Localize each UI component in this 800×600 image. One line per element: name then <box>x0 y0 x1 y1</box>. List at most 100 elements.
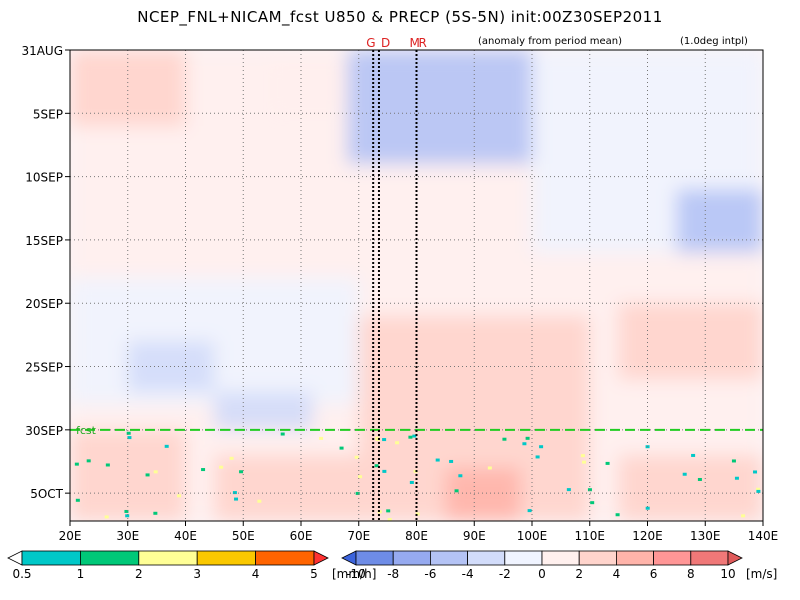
precip-cell <box>257 499 262 503</box>
precip-cell <box>201 468 206 472</box>
u850-legend-label: 0 <box>538 567 546 581</box>
x-tick-label: 30E <box>116 529 139 543</box>
marker-label-G: G <box>366 36 375 50</box>
precip-cell <box>753 470 758 474</box>
u850-region-8 <box>214 391 313 430</box>
u850-region-2 <box>272 62 359 114</box>
x-tick-label: 130E <box>690 529 721 543</box>
x-tick-label: 40E <box>174 529 197 543</box>
y-tick-label: 20SEP <box>25 297 63 311</box>
u850-legend-label: 6 <box>650 567 658 581</box>
u850-legend-swatch <box>355 550 394 566</box>
u850-region-10 <box>214 455 359 521</box>
u850-legend-unit: [m/s] <box>746 567 777 581</box>
y-tick-label: 10SEP <box>25 171 63 185</box>
precip-legend-swatch <box>80 550 140 566</box>
precip-cell <box>339 446 344 450</box>
chart-interp-note: (1.0deg intpl) <box>680 36 748 47</box>
precip-cell <box>691 453 696 457</box>
u850-region-14 <box>70 429 186 521</box>
precip-legend-unit: [mm/h] <box>332 567 376 581</box>
x-tick-label: 70E <box>347 529 370 543</box>
precip-cell <box>731 459 736 463</box>
precip-cell <box>408 435 413 439</box>
precip-legend-label: 0.5 <box>12 567 31 581</box>
precip-cell <box>449 459 454 463</box>
precip-cell <box>382 469 387 473</box>
precip-cell <box>234 497 239 501</box>
u850-legend-label: -10 <box>346 567 366 581</box>
precip-cell <box>74 462 79 466</box>
precip-cell <box>582 460 587 464</box>
precip-legend-label: 1 <box>77 567 85 581</box>
precip-cell <box>319 436 324 440</box>
precip-cell <box>229 456 234 460</box>
precip-cell <box>525 436 530 440</box>
precip-legend-label: 4 <box>252 567 260 581</box>
precip-cell <box>127 436 132 440</box>
u850-legend-swatch <box>578 550 617 566</box>
precip-cell <box>615 513 620 517</box>
x-tick-label: 20E <box>59 529 82 543</box>
precip-cell <box>566 488 571 492</box>
precip-cell <box>219 465 224 469</box>
precip-legend: 0.5 1 2 3 4 5 [mm/h] <box>7 550 376 581</box>
u850-legend-label: 4 <box>613 567 621 581</box>
marker-label-M: M <box>410 36 420 50</box>
precip-cell <box>164 444 169 448</box>
precip-cell <box>232 491 237 495</box>
precip-cell <box>605 461 610 465</box>
u850-legend-label: 8 <box>687 567 695 581</box>
precip-cell <box>387 517 392 521</box>
precip-cell <box>105 463 110 467</box>
precip-cell <box>280 432 285 436</box>
precip-cell <box>153 511 158 515</box>
y-tick-label: 25SEP <box>25 361 63 375</box>
precip-cell <box>386 509 391 513</box>
x-tick-label: 90E <box>463 529 486 543</box>
precip-cell <box>177 494 182 498</box>
u850-legend-swatch <box>392 550 431 566</box>
precip-cell <box>124 509 129 513</box>
y-tick-label: 31AUG <box>21 44 63 58</box>
x-tick-label: 110E <box>575 529 606 543</box>
y-tick-label: 5OCT <box>30 487 63 501</box>
precip-cell <box>382 438 387 442</box>
precip-cell <box>104 515 109 519</box>
precip-cell <box>75 498 80 502</box>
precip-cell <box>409 480 414 484</box>
precip-legend-label: 5 <box>310 567 318 581</box>
y-tick-label: 15SEP <box>25 234 63 248</box>
precip-legend-swatch <box>255 550 315 566</box>
precip-cell <box>358 475 363 479</box>
precip-cell <box>374 464 379 468</box>
u850-region-3 <box>347 50 532 164</box>
precip-cell <box>590 501 595 505</box>
x-tick-label: 140E <box>748 529 779 543</box>
precip-legend-swatch <box>313 550 329 566</box>
precip-legend-swatch <box>21 550 81 566</box>
precip-cell <box>239 470 244 474</box>
u850-legend-swatch <box>467 550 506 566</box>
precip-cell <box>125 514 130 518</box>
u850-legend-swatch <box>653 550 692 566</box>
x-tick-label: 120E <box>632 529 663 543</box>
precip-cell <box>126 431 131 435</box>
u850-legend-swatch <box>341 550 357 566</box>
u850-region-11 <box>445 467 521 521</box>
precip-legend-label: 3 <box>193 567 201 581</box>
precip-cell <box>682 472 687 476</box>
precip-cell <box>412 434 417 438</box>
precip-legend-swatch <box>138 550 198 566</box>
u850-legend-swatch <box>690 550 729 566</box>
axes: 20E 30E 40E 50E 60E 70E 80E 90E 100E 110E 120E 130E… <box>21 44 778 543</box>
x-tick-label: 80E <box>405 529 428 543</box>
precip-cells <box>74 431 761 521</box>
u850-legend-swatch <box>727 550 743 566</box>
precip-cell <box>580 454 585 458</box>
precip-cell <box>539 445 544 449</box>
marker-label-R: R <box>419 36 427 50</box>
precip-cell <box>415 512 420 516</box>
precip-cell <box>527 509 532 513</box>
